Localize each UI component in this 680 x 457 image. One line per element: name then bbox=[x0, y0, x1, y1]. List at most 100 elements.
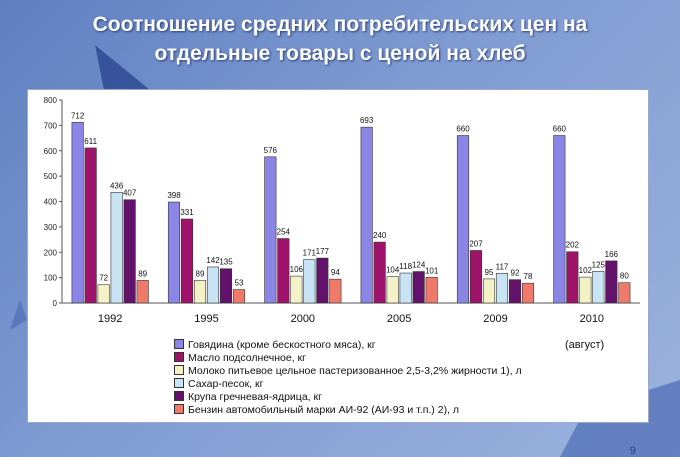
legend-label: Бензин автомобильный марки АИ-92 (АИ-93 … bbox=[188, 404, 460, 416]
bar bbox=[329, 278, 342, 304]
legend-swatch bbox=[174, 378, 184, 389]
bar bbox=[290, 275, 303, 304]
x-tick-label: 1992 bbox=[98, 313, 122, 325]
bar bbox=[508, 279, 522, 304]
data-label: 436 bbox=[110, 181, 124, 190]
y-tick-label: 300 bbox=[44, 223, 58, 232]
bar bbox=[193, 280, 207, 304]
legend-label: Сахар-песок, кг bbox=[188, 378, 264, 390]
x-tick-label: 1995 bbox=[194, 313, 218, 325]
data-label: 611 bbox=[84, 137, 97, 146]
data-label: 102 bbox=[579, 266, 593, 275]
y-tick-label: 500 bbox=[44, 172, 58, 181]
year-note: (август) bbox=[565, 339, 605, 351]
legend-label: Масло подсолнечное, кг bbox=[188, 352, 306, 364]
bar bbox=[592, 270, 605, 304]
legend-item: Сахар-песок, кг bbox=[174, 378, 522, 391]
bar bbox=[219, 268, 233, 304]
chart-legend: Говядина (кроме бескостного мяса), кг Мас… bbox=[174, 339, 522, 417]
data-label: 171 bbox=[303, 249, 317, 258]
data-label: 78 bbox=[524, 272, 533, 281]
page-title: Соотношение средних потребительских цен … bbox=[0, 10, 680, 68]
data-label: 254 bbox=[277, 228, 291, 237]
bar bbox=[605, 260, 618, 304]
page-number: 9 bbox=[629, 445, 636, 457]
data-label: 576 bbox=[264, 146, 278, 155]
bar bbox=[123, 199, 136, 304]
bar bbox=[232, 289, 246, 304]
bar bbox=[360, 126, 373, 304]
chart-panel: 0 100 200 300 400 500 600 700 800 712 611 72 436 407 8… bbox=[27, 89, 649, 423]
data-label: 240 bbox=[373, 231, 387, 240]
data-label: 89 bbox=[196, 269, 205, 278]
bar bbox=[618, 282, 631, 304]
legend-item: Говядина (кроме бескостного мяса), кг bbox=[174, 339, 522, 352]
y-tick-label: 0 bbox=[53, 299, 58, 308]
bar bbox=[386, 276, 399, 304]
x-tick-label: 2005 bbox=[387, 313, 411, 325]
data-label: 53 bbox=[235, 279, 244, 288]
bar bbox=[399, 272, 412, 304]
data-label: 398 bbox=[167, 191, 181, 200]
bar bbox=[264, 156, 277, 304]
data-label: 72 bbox=[99, 274, 108, 283]
data-label: 118 bbox=[399, 262, 412, 271]
bar bbox=[277, 238, 290, 304]
legend-swatch bbox=[174, 391, 184, 402]
x-tick-label: 2000 bbox=[291, 313, 315, 325]
data-label: 660 bbox=[553, 125, 567, 134]
bar bbox=[316, 257, 329, 304]
y-tick-label: 200 bbox=[44, 248, 58, 257]
data-label: 92 bbox=[511, 269, 520, 278]
data-label: 202 bbox=[566, 241, 580, 250]
data-label: 106 bbox=[290, 265, 304, 274]
x-tick-label: 2009 bbox=[483, 313, 507, 325]
data-label: 117 bbox=[496, 262, 509, 271]
data-label: 407 bbox=[123, 189, 137, 198]
legend-item: Бензин автомобильный марки АИ-92 (АИ-93 … bbox=[174, 404, 522, 417]
bar bbox=[71, 122, 84, 304]
data-label: 660 bbox=[456, 125, 470, 134]
data-label: 104 bbox=[386, 266, 400, 275]
y-tick-label: 800 bbox=[44, 96, 58, 105]
legend-item: Крупа гречневая-ядрица, кг bbox=[174, 391, 522, 404]
bar bbox=[553, 135, 566, 304]
legend-label: Крупа гречневая-ядрица, кг bbox=[188, 391, 322, 403]
page-title-line-1: Соотношение средних потребительских цен … bbox=[92, 13, 588, 36]
data-label: 95 bbox=[485, 268, 494, 277]
data-label: 89 bbox=[138, 269, 147, 278]
data-label: 331 bbox=[180, 208, 194, 217]
y-tick-label: 100 bbox=[44, 274, 58, 283]
y-tick-label: 400 bbox=[44, 198, 58, 207]
data-label: 124 bbox=[412, 261, 426, 270]
y-tick-label: 600 bbox=[44, 147, 58, 156]
bar bbox=[206, 266, 220, 304]
data-label: 94 bbox=[331, 268, 340, 277]
data-label: 135 bbox=[219, 258, 233, 267]
legend-swatch bbox=[174, 352, 184, 363]
bar bbox=[482, 278, 496, 304]
bar bbox=[495, 273, 509, 304]
legend-item: Масло подсолнечное, кг bbox=[174, 352, 522, 365]
legend-label: Говядина (кроме бескостного мяса), кг bbox=[188, 339, 376, 351]
y-tick-label: 700 bbox=[44, 121, 58, 130]
data-label: 177 bbox=[316, 247, 330, 256]
bar bbox=[456, 135, 470, 304]
x-tick-label: 2010 bbox=[580, 313, 604, 325]
bar bbox=[521, 282, 535, 304]
legend-swatch bbox=[174, 404, 184, 415]
legend-swatch bbox=[174, 365, 184, 376]
bar bbox=[373, 241, 386, 304]
bar bbox=[97, 284, 110, 304]
data-label: 166 bbox=[605, 250, 619, 259]
bar bbox=[303, 259, 316, 304]
bar bbox=[425, 277, 438, 304]
bar bbox=[180, 218, 194, 304]
bar bbox=[110, 192, 123, 304]
bar bbox=[579, 276, 592, 304]
legend-item: Молоко питьевое цельное пастеризованное … bbox=[174, 365, 522, 378]
data-label: 142 bbox=[206, 256, 220, 265]
data-label: 207 bbox=[469, 239, 483, 248]
data-label: 125 bbox=[592, 260, 606, 269]
